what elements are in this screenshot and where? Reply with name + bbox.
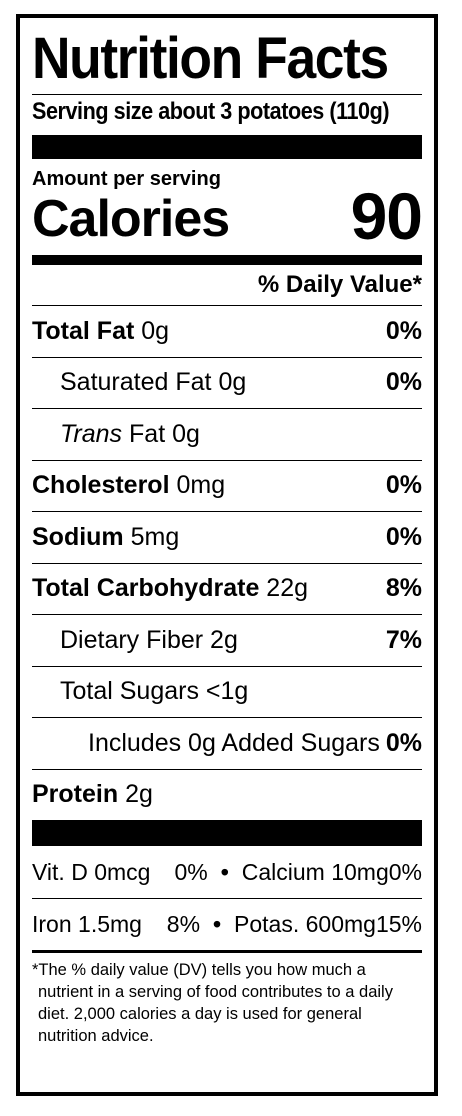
vitamin-d: Vit. D 0mcg 0% — [32, 858, 208, 885]
calories-row: Calories 90 — [32, 179, 423, 253]
nutrient-row-trans-fat: Trans Fat 0g — [32, 408, 422, 460]
nutrient-name: Protein 2g — [32, 780, 153, 809]
nutrient-name: Saturated Fat 0g — [60, 368, 247, 397]
calcium: Calcium 10mg 0% — [241, 858, 422, 885]
nutrient-dv: 0% — [385, 728, 422, 757]
nutrient-row-total-carbohydrate: Total Carbohydrate 22g 8% — [32, 562, 422, 615]
nutrient-name: Total Carbohydrate 22g — [32, 574, 309, 603]
amount-per-serving: Amount per serving — [32, 168, 221, 190]
calories-value: 90 — [350, 179, 423, 253]
nutrient-row-added-sugars: Includes 0g Added Sugars 0% — [32, 717, 422, 769]
nutrient-row-total-sugars: Total Sugars <1g — [32, 665, 422, 718]
label-title: Nutrition Facts — [32, 26, 389, 91]
nutrient-dv: 0% — [385, 471, 422, 500]
nutrient-dv: 7% — [385, 625, 422, 654]
nutrient-dv: 0% — [385, 316, 422, 345]
vitamin-row-1: Vit. D 0mcg 0% • Calcium 10mg 0% — [32, 846, 422, 898]
nutrient-dv: 0% — [385, 368, 422, 397]
calories-bar — [32, 255, 422, 265]
nutrition-facts-label: Nutrition Facts Serving size about 3 pot… — [16, 14, 438, 1096]
nutrient-name: Dietary Fiber 2g — [60, 625, 238, 654]
nutrient-row-dietary-fiber: Dietary Fiber 2g 7% — [32, 614, 422, 666]
nutrient-name: Includes 0g Added Sugars — [88, 728, 380, 757]
iron: Iron 1.5mg 8% — [32, 911, 201, 937]
footnote: *The % daily value (DV) tells you how mu… — [32, 950, 422, 1047]
separator-dot: • — [213, 911, 222, 937]
serving-size: Serving size about 3 potatoes (110g) — [32, 98, 390, 125]
nutrient-row-total-fat: Total Fat 0g 0% — [32, 305, 422, 357]
nutrient-row-cholesterol: Cholesterol 0mg 0% — [32, 459, 422, 512]
vitamin-row-2: Iron 1.5mg 8% • Potas. 600mg 15% — [32, 898, 422, 950]
title-divider — [32, 94, 422, 95]
nutrient-row-sodium: Sodium 5mg 0% — [32, 511, 422, 563]
nutrient-name: Sodium 5mg — [32, 522, 180, 551]
serving-bar — [32, 135, 422, 159]
nutrient-row-saturated-fat: Saturated Fat 0g 0% — [32, 356, 422, 409]
nutrient-name: Total Sugars <1g — [60, 677, 249, 706]
potassium: Potas. 600mg 15% — [234, 911, 422, 937]
nutrient-name: Total Fat 0g — [32, 316, 170, 345]
nutrient-dv: 8% — [385, 574, 422, 603]
daily-value-header: % Daily Value* — [257, 271, 422, 298]
nutrient-name: Cholesterol 0mg — [32, 471, 226, 500]
nutrient-dv: 0% — [385, 522, 422, 551]
separator-dot: • — [220, 858, 229, 885]
calories-label: Calories — [32, 190, 230, 248]
vitamins-bar — [32, 820, 422, 846]
nutrient-name: Trans Fat 0g — [60, 419, 200, 448]
nutrient-row-protein: Protein 2g — [32, 768, 422, 821]
